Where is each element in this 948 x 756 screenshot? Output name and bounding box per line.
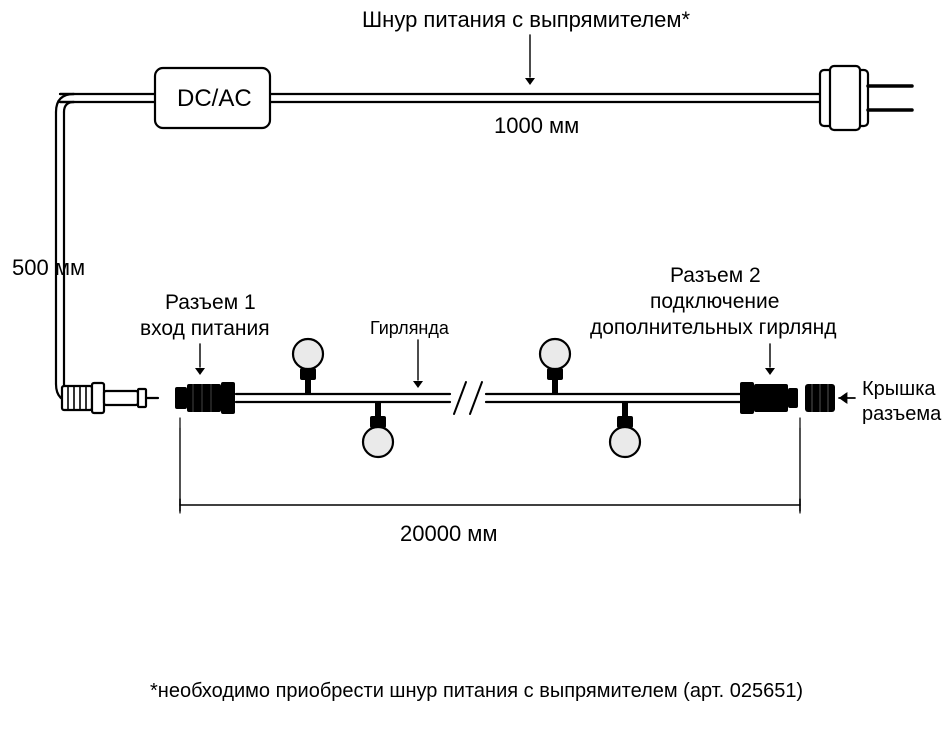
label-connector1-line2: вход питания: [140, 317, 270, 341]
label-garland: Гирлянда: [370, 318, 449, 339]
label-cap-line2: разъема: [862, 403, 941, 426]
label-connector2-line2: подключение: [650, 290, 779, 314]
label-connector2-line3: дополнительных гирлянд: [590, 316, 837, 340]
label-connector1-line1: Разъем 1: [165, 291, 256, 315]
label-connector2-line1: Разъем 2: [670, 264, 761, 288]
label-cap-line1: Крышка: [862, 378, 936, 401]
label-len-top: 1000 мм: [494, 113, 579, 139]
label-power-cord: Шнур питания с выпрямителем*: [362, 7, 690, 33]
label-len-bottom: 20000 мм: [400, 521, 498, 547]
label-len-left: 500 мм: [12, 255, 85, 281]
label-dcac: DC/AC: [177, 85, 252, 113]
label-footnote: *необходимо приобрести шнур питания с вы…: [150, 680, 803, 703]
